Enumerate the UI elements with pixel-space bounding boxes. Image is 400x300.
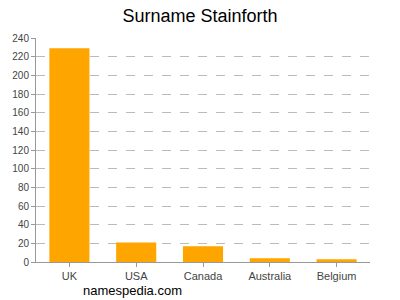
- svg-text:Belgium: Belgium: [317, 270, 357, 282]
- svg-text:200: 200: [12, 70, 29, 81]
- svg-text:180: 180: [12, 89, 29, 100]
- svg-text:100: 100: [12, 163, 29, 174]
- svg-text:160: 160: [12, 107, 29, 118]
- svg-text:Canada: Canada: [184, 270, 223, 282]
- svg-text:220: 220: [12, 51, 29, 62]
- svg-text:20: 20: [18, 238, 30, 249]
- svg-text:60: 60: [18, 201, 30, 212]
- svg-text:USA: USA: [125, 270, 148, 282]
- svg-text:Australia: Australia: [248, 270, 292, 282]
- svg-text:0: 0: [23, 257, 29, 268]
- svg-text:120: 120: [12, 145, 29, 156]
- svg-text:140: 140: [12, 126, 29, 137]
- svg-text:namespedia.com: namespedia.com: [83, 283, 182, 298]
- svg-text:Surname Stainforth: Surname Stainforth: [122, 6, 277, 26]
- svg-text:80: 80: [18, 182, 30, 193]
- svg-text:240: 240: [12, 33, 29, 44]
- svg-text:UK: UK: [62, 270, 78, 282]
- svg-text:40: 40: [18, 219, 30, 230]
